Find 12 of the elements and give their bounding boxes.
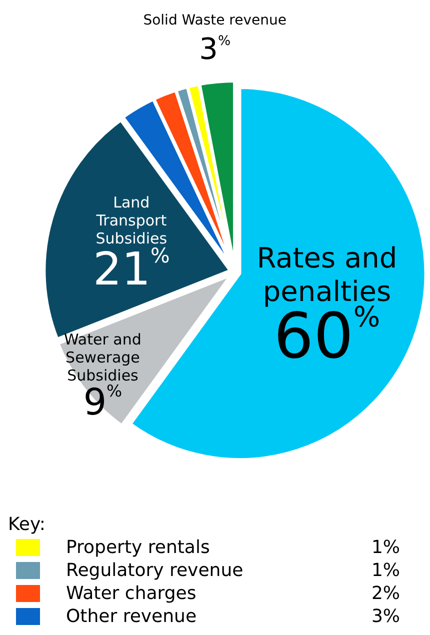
legend-label: Property rentals xyxy=(66,537,210,558)
slice-label: Solid Waste revenue xyxy=(143,12,286,28)
data-label: 1% xyxy=(371,537,400,558)
legend-label: Water charges xyxy=(66,583,196,604)
legend-label: Regulatory revenue xyxy=(66,560,244,581)
data-label: 3$^{%}$ xyxy=(199,32,231,66)
data-label: 3% xyxy=(371,606,400,627)
legend-label: Other revenue xyxy=(66,606,197,627)
slice-label: Rates and penalties xyxy=(256,242,398,308)
legend-title: Key: xyxy=(8,514,46,535)
data-label: 1% xyxy=(371,560,400,581)
data-label: 2% xyxy=(371,583,400,604)
